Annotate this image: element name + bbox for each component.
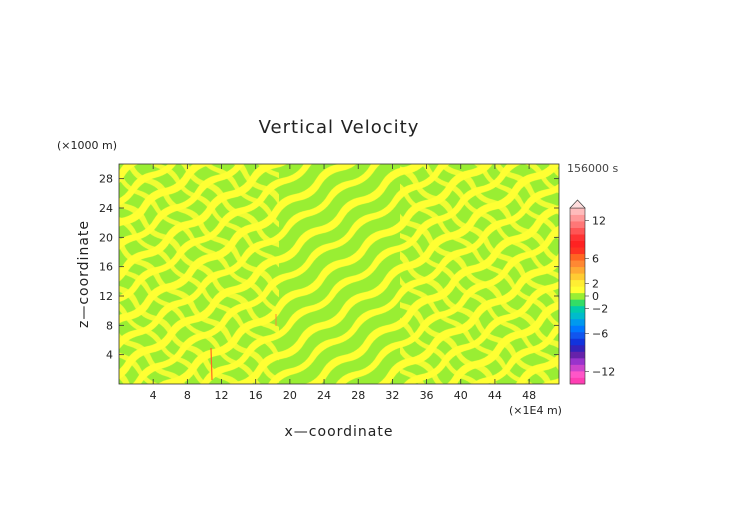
y-tick-label: 28 [99,173,113,186]
colorbar-overflow-arrow [569,199,586,209]
x-tick-label: 36 [420,389,434,402]
x-tick-label: 4 [150,389,157,402]
colorbar-band [570,240,585,248]
chart-title: Vertical Velocity [259,117,420,138]
y-tick-label: 20 [99,231,113,244]
colorbar-label: 0 [592,290,599,303]
colorbar-band [570,227,585,235]
colorbar-band [570,260,585,268]
y-axis: 4 8 12 16 20 24 28 [99,173,559,362]
y-tick-label: 24 [99,202,113,215]
colorbar-band [570,312,585,320]
y-tick-label: 16 [99,261,113,274]
plot-frame [118,163,560,385]
colorbar-band [570,234,585,241]
colorbar-band [570,351,585,359]
colorbar-label: −6 [592,328,608,341]
y-axis-label: z—coordinate [76,220,92,328]
x-axis-label: x—coordinate [285,424,394,440]
colorbar-band [570,377,585,385]
x-tick-label: 12 [215,389,229,402]
colorbar-label: 6 [592,252,599,265]
colorbar-band [570,286,585,294]
colorbar-band [570,370,585,378]
y-tick-label: 8 [106,319,113,332]
streak-mark [210,347,213,381]
colorbar-band [570,266,585,274]
y-tick-label: 4 [106,349,113,362]
x-tick-label: 40 [454,389,468,402]
colorbar-label: 12 [592,215,606,228]
colorbar-label: −12 [592,365,615,378]
plot-area [119,164,559,384]
colorbar-band [570,292,585,300]
time-label: 156000 s [567,162,618,175]
colorbar-band [570,247,585,255]
colorbar: 12 6 20−2 −6 −12 [569,199,615,385]
colorbar-band [570,208,585,215]
colorbar-band [570,221,585,228]
colorbar-band [570,364,585,372]
x-tick-label: 20 [283,389,297,402]
heatmap-field-overlay-left [119,164,279,384]
x-tick-label: 44 [488,389,502,402]
x-tick-label: 48 [522,389,536,402]
x-tick-label: 28 [351,389,365,402]
x-tick-label: 8 [184,389,191,402]
y-unit-label: (×1000 m) [57,139,117,152]
colorbar-label: −2 [592,303,608,316]
heatmap-field-overlay-right [400,164,559,384]
colorbar-band [570,331,585,339]
colorbar-label: 2 [592,277,599,290]
colorbar-band [570,299,585,307]
x-unit-label: (×1E4 m) [509,404,562,417]
colorbar-band [570,318,585,326]
x-tick-label: 16 [249,389,263,402]
colorbar-band [570,279,585,287]
x-tick-label: 32 [385,389,399,402]
colorbar-band [570,357,585,365]
colorbar-band [570,305,585,313]
colorbar-band [570,338,585,346]
x-axis: 4 8 12 16 20 24 28 32 36 40 44 48 [150,164,536,402]
y-tick-label: 12 [99,290,113,303]
colorbar-band [570,344,585,352]
colorbar-band [570,253,585,261]
colorbar-band [570,325,585,333]
x-tick-label: 24 [317,389,331,402]
colorbar-band [570,273,585,281]
colorbar-band [570,214,585,222]
